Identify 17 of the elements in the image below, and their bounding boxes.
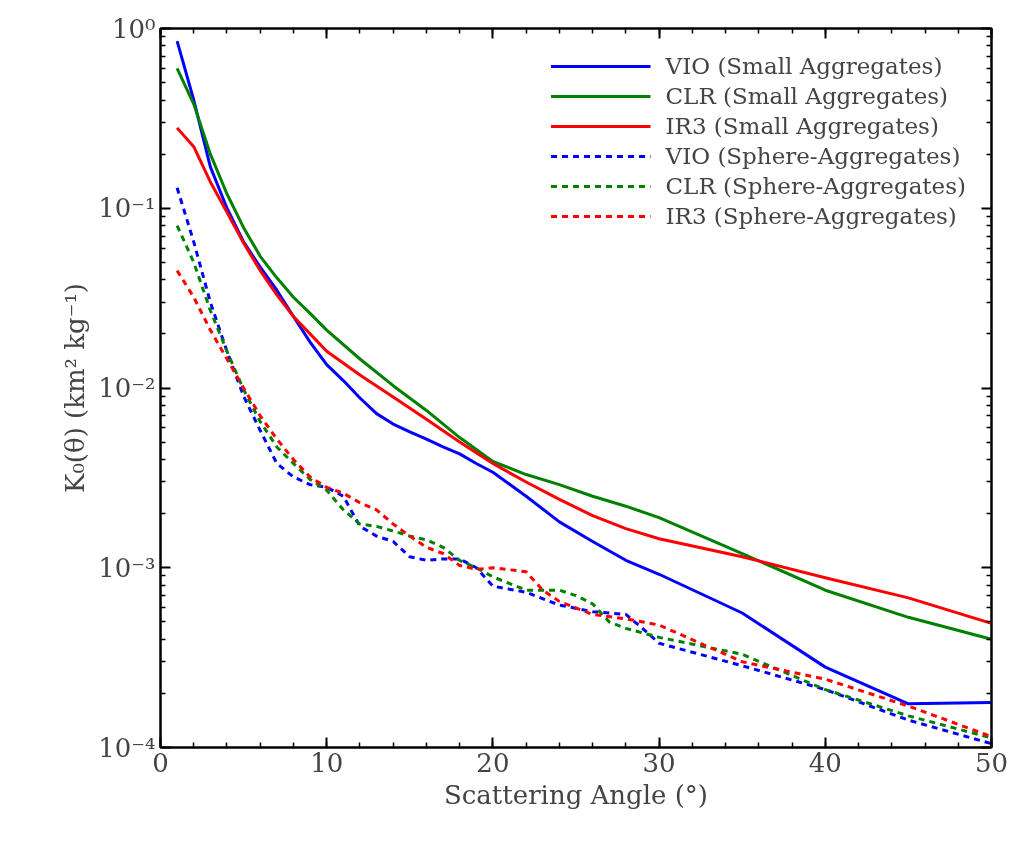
legend-label: IR3 (Sphere-Aggregates) <box>665 203 957 229</box>
y-tick-label: 10⁻¹ <box>98 193 156 224</box>
legend-label: CLR (Sphere-Aggregates) <box>665 173 966 199</box>
x-tick-label: 10 <box>310 747 344 778</box>
y-tick-label: 10⁰ <box>111 13 156 44</box>
y-tick-label: 10⁻³ <box>98 552 156 583</box>
y-tick-label: 10⁻² <box>98 373 156 403</box>
legend-label: VIO (Small Aggregates) <box>665 53 943 79</box>
legend-label: CLR (Small Aggregates) <box>665 83 949 109</box>
legend-label: VIO (Sphere-Aggregates) <box>665 143 961 169</box>
x-tick-label: 20 <box>476 747 510 778</box>
y-axis-title: K₀(θ) (km² kg⁻¹) <box>60 283 91 493</box>
x-tick-label: 30 <box>642 747 676 778</box>
x-tick-label: 50 <box>974 747 1009 778</box>
x-tick-label: 40 <box>808 747 842 778</box>
legend-label: IR3 (Small Aggregates) <box>665 113 939 139</box>
x-axis-title: Scattering Angle (°) <box>444 779 708 810</box>
